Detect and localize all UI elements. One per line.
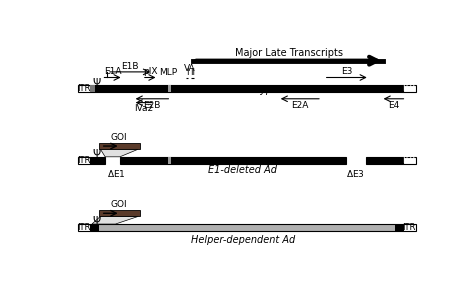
Text: $\Delta$E1: $\Delta$E1	[107, 168, 126, 179]
Text: II: II	[190, 68, 195, 77]
Bar	[168, 157, 171, 164]
Text: VA: VA	[184, 65, 195, 73]
Bar	[403, 85, 416, 92]
Text: E1-deleted Ad: E1-deleted Ad	[209, 165, 277, 175]
Text: $\Psi$: $\Psi$	[91, 214, 101, 226]
Text: E1A: E1A	[104, 67, 121, 76]
Bar	[78, 157, 91, 164]
Text: $\Psi$: $\Psi$	[91, 147, 101, 159]
Text: $\Psi$: $\Psi$	[91, 76, 101, 88]
Text: ITR: ITR	[402, 223, 416, 232]
Text: E1B: E1B	[121, 62, 139, 70]
Bar	[120, 157, 346, 164]
Text: Major Late Transcripts: Major Late Transcripts	[235, 47, 343, 58]
Text: IVa2: IVa2	[134, 104, 153, 113]
Bar	[91, 157, 105, 164]
Bar	[91, 85, 95, 92]
Bar	[78, 85, 91, 92]
Text: GOI: GOI	[111, 200, 128, 209]
Bar	[403, 157, 416, 164]
Bar	[78, 224, 91, 231]
Bar	[91, 157, 95, 164]
Text: Helper-dependent Ad: Helper-dependent Ad	[191, 235, 295, 245]
Text: Wildtype Ad: Wildtype Ad	[235, 86, 294, 95]
Bar	[403, 224, 416, 231]
Text: pIX: pIX	[143, 67, 157, 76]
Polygon shape	[100, 149, 138, 157]
Bar	[168, 85, 171, 92]
Text: ITR: ITR	[402, 156, 416, 165]
Text: E2A: E2A	[291, 101, 309, 110]
Text: E2B: E2B	[143, 101, 161, 110]
Text: I: I	[186, 68, 188, 77]
Text: ITR: ITR	[77, 156, 91, 165]
Text: MLP: MLP	[159, 68, 177, 77]
Text: ITR: ITR	[77, 84, 91, 93]
Text: E4: E4	[388, 101, 399, 110]
Bar	[366, 157, 403, 164]
Text: GOI: GOI	[111, 133, 128, 142]
Text: E3: E3	[341, 67, 352, 76]
Polygon shape	[92, 217, 138, 224]
Bar	[91, 224, 403, 231]
Bar	[99, 210, 140, 217]
Bar	[91, 85, 403, 92]
Text: ITR: ITR	[77, 223, 91, 232]
Bar	[395, 224, 403, 231]
Bar	[91, 224, 99, 231]
Text: ITR: ITR	[402, 84, 416, 93]
Text: $\Delta$E3: $\Delta$E3	[346, 168, 365, 179]
Bar	[99, 143, 140, 149]
